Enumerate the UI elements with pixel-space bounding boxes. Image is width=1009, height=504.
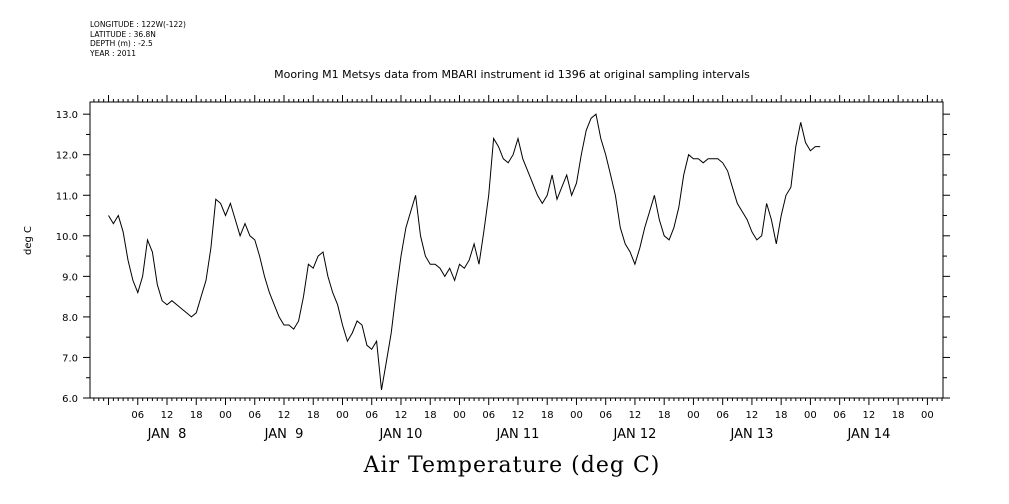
y-tick-label: 9.0 bbox=[62, 272, 78, 283]
longitude-label: LONGITUDE : 122W(-122) bbox=[90, 20, 186, 29]
y-tick-label: 10.0 bbox=[56, 232, 78, 243]
x-day-label: JAN 12 bbox=[612, 427, 656, 442]
x-tick-label: 18 bbox=[892, 410, 905, 421]
y-tick-label: 12.0 bbox=[56, 151, 78, 162]
x-day-label: JAN 8 bbox=[147, 427, 187, 442]
x-tick-label: 06 bbox=[131, 410, 144, 421]
x-tick-label: 06 bbox=[482, 410, 495, 421]
metadata-block: LONGITUDE : 122W(-122) LATITUDE : 36.8N … bbox=[90, 20, 186, 58]
x-tick-label: 12 bbox=[278, 410, 291, 421]
x-tick-label: 00 bbox=[336, 410, 349, 421]
chart-title: Mooring M1 Metsys data from MBARI instru… bbox=[274, 68, 750, 81]
x-tick-label: 00 bbox=[804, 410, 817, 421]
x-tick-label: 12 bbox=[746, 410, 759, 421]
y-tick-label: 7.0 bbox=[62, 353, 78, 364]
x-day-label: JAN 10 bbox=[379, 427, 423, 442]
x-tick-label: 18 bbox=[775, 410, 788, 421]
year-label: YEAR : 2011 bbox=[90, 48, 137, 58]
depth-label: DEPTH (m) : -2.5 bbox=[90, 39, 153, 48]
x-tick-label: 00 bbox=[687, 410, 700, 421]
x-tick-label: 06 bbox=[599, 410, 612, 421]
x-tick-label: 00 bbox=[453, 410, 466, 421]
x-axis-title: Air Temperature (deg C) bbox=[363, 453, 661, 478]
x-tick-label: 18 bbox=[190, 410, 203, 421]
air-temperature-series-line bbox=[108, 113, 821, 390]
x-day-label: JAN 13 bbox=[729, 427, 773, 442]
x-tick-label: 12 bbox=[629, 410, 642, 421]
x-tick-label: 18 bbox=[658, 410, 671, 421]
x-tick-label: 06 bbox=[365, 410, 378, 421]
x-tick-label: 00 bbox=[570, 410, 583, 421]
plot-frame bbox=[89, 101, 944, 399]
y-tick-label: 11.0 bbox=[56, 191, 78, 202]
x-day-label: JAN 9 bbox=[264, 427, 304, 442]
y-tick-label: 6.0 bbox=[62, 394, 78, 405]
latitude-label: LATITUDE : 36.8N bbox=[90, 29, 156, 39]
x-tick-label: 06 bbox=[833, 410, 846, 421]
x-tick-label: 18 bbox=[424, 410, 437, 421]
x-tick-label: 06 bbox=[248, 410, 261, 421]
x-tick-label: 18 bbox=[541, 410, 554, 421]
x-tick-label: 18 bbox=[307, 410, 320, 421]
x-tick-label: 12 bbox=[512, 410, 525, 421]
x-tick-label: 12 bbox=[161, 410, 174, 421]
x-tick-label: 06 bbox=[716, 410, 729, 421]
x-day-label: JAN 11 bbox=[496, 427, 540, 442]
x-tick-label: 12 bbox=[395, 410, 408, 421]
y-tick-label: 13.0 bbox=[56, 110, 78, 121]
x-tick-label: 00 bbox=[219, 410, 232, 421]
x-day-label: JAN 14 bbox=[846, 427, 890, 442]
x-tick-label: 00 bbox=[921, 410, 934, 421]
x-tick-label: 12 bbox=[863, 410, 876, 421]
y-tick-label: 8.0 bbox=[62, 313, 78, 324]
